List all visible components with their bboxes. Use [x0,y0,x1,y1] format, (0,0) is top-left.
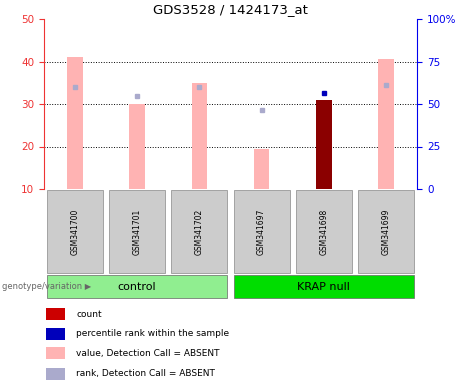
Bar [46,308,65,320]
Bar [192,83,207,189]
Bar [254,149,269,189]
Text: GSM341700: GSM341700 [71,208,79,255]
FancyBboxPatch shape [296,190,352,273]
Bar [46,348,65,359]
Bar [46,328,65,340]
FancyBboxPatch shape [234,190,290,273]
FancyBboxPatch shape [234,275,414,298]
Text: count: count [76,310,102,319]
Text: GSM341702: GSM341702 [195,209,204,255]
Text: GSM341697: GSM341697 [257,208,266,255]
FancyBboxPatch shape [47,190,103,273]
Text: rank, Detection Call = ABSENT: rank, Detection Call = ABSENT [76,369,215,378]
FancyBboxPatch shape [358,190,414,273]
Text: control: control [118,281,156,291]
Bar [378,60,394,189]
FancyBboxPatch shape [47,275,227,298]
Text: GSM341701: GSM341701 [133,209,142,255]
Title: GDS3528 / 1424173_at: GDS3528 / 1424173_at [153,3,308,17]
Bar [316,100,331,189]
FancyBboxPatch shape [171,190,227,273]
Text: GSM341699: GSM341699 [382,208,390,255]
Text: genotype/variation ▶: genotype/variation ▶ [2,282,92,291]
Text: percentile rank within the sample: percentile rank within the sample [76,329,229,338]
Bar [46,368,65,380]
Bar [130,104,145,189]
Bar [67,57,83,189]
Text: GSM341698: GSM341698 [319,209,328,255]
Bar [316,100,331,189]
Text: value, Detection Call = ABSENT: value, Detection Call = ABSENT [76,349,219,358]
FancyBboxPatch shape [109,190,165,273]
Text: KRAP null: KRAP null [297,281,350,291]
